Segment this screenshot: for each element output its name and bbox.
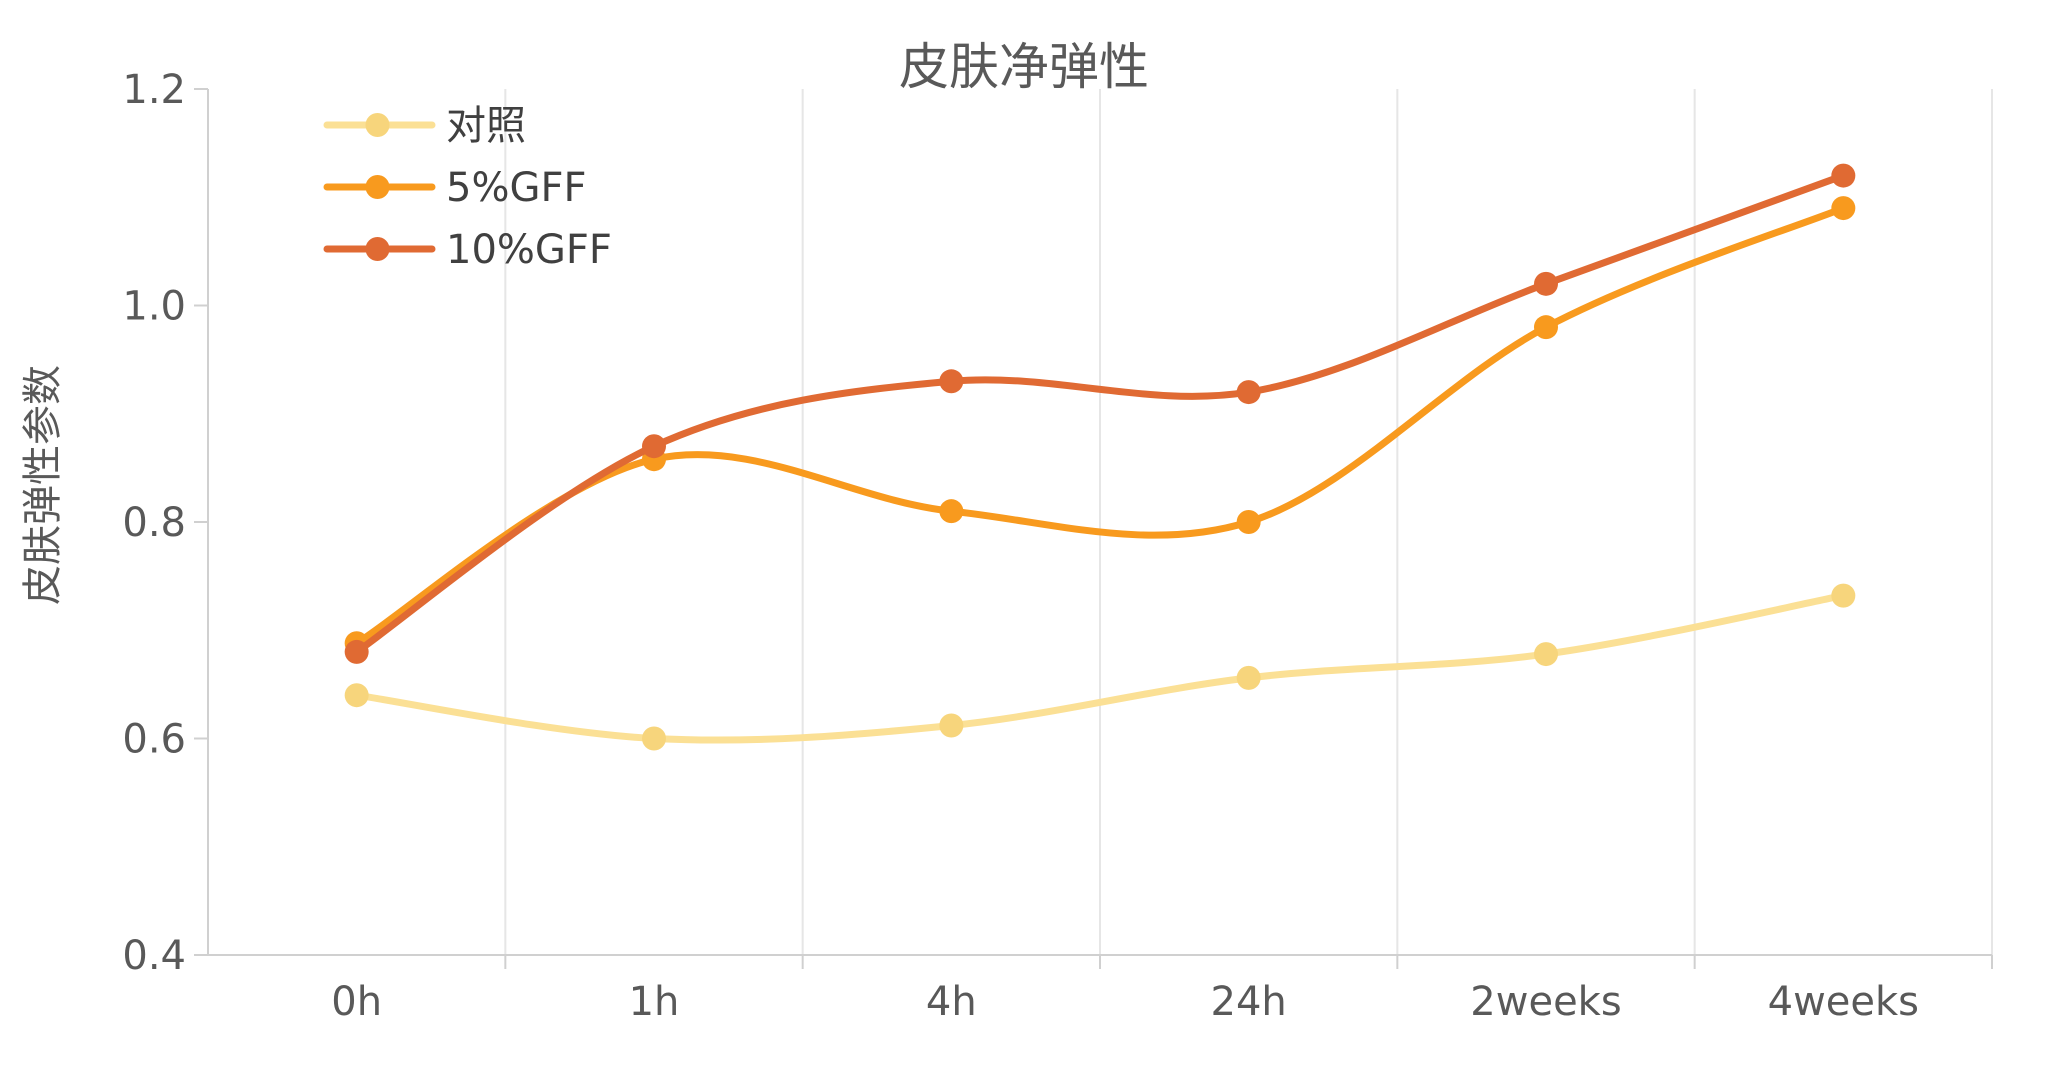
- y-tick-label: 0.4: [122, 933, 186, 979]
- legend-swatch-marker: [365, 237, 390, 261]
- data-point: [1534, 271, 1558, 296]
- legend-label: 对照: [446, 103, 526, 149]
- x-tick-label: 2weeks: [1470, 979, 1621, 1025]
- series-lines: [344, 163, 1856, 751]
- y-tick-label: 1.0: [122, 284, 186, 330]
- x-tick-label: 1h: [629, 979, 680, 1025]
- data-point: [1236, 665, 1261, 690]
- x-tick-label: 24h: [1211, 979, 1287, 1025]
- data-point: [642, 434, 666, 459]
- legend-swatch-marker: [365, 175, 390, 199]
- legend-item: 对照: [323, 103, 526, 149]
- y-tick-label: 0.6: [122, 717, 186, 763]
- data-point: [1534, 642, 1558, 667]
- axes: 0.4 0.6 0.8 1.0 1.2 0h 1h 4h 24h 2weeks 4weeks: [122, 67, 1993, 1025]
- legend-item: 5%GFF: [323, 165, 586, 211]
- legend-label: 10%GFF: [446, 227, 612, 273]
- data-point: [1831, 196, 1856, 221]
- data-point: [1236, 510, 1261, 534]
- y-tick-label: 0.8: [122, 500, 186, 546]
- x-tick-label: 0h: [331, 979, 382, 1025]
- data-point: [939, 369, 964, 394]
- data-point: [344, 639, 369, 664]
- data-point: [1831, 583, 1856, 608]
- series-line: [353, 592, 1847, 744]
- legend-item: 10%GFF: [323, 227, 612, 273]
- y-tick-label: 1.2: [122, 67, 186, 113]
- series-1: [344, 583, 1856, 751]
- series-line: [353, 204, 1847, 647]
- y-axis-title: 皮肤弹性参数: [20, 365, 66, 605]
- data-point: [1534, 315, 1558, 340]
- series-3: [344, 163, 1856, 664]
- data-point: [344, 683, 369, 708]
- data-point: [642, 726, 666, 751]
- data-point: [939, 713, 964, 738]
- legend: 对照 5%GFF 10%GFF: [323, 103, 612, 273]
- x-tick-label: 4h: [926, 979, 977, 1025]
- data-point: [939, 499, 964, 524]
- data-point: [1236, 380, 1261, 405]
- chart-title: 皮肤净弹性: [899, 38, 1149, 96]
- series-line: [353, 172, 1847, 656]
- legend-swatch-marker: [365, 113, 390, 137]
- x-tick-label: 4weeks: [1768, 979, 1919, 1025]
- data-point: [1831, 163, 1856, 188]
- legend-label: 5%GFF: [446, 165, 586, 211]
